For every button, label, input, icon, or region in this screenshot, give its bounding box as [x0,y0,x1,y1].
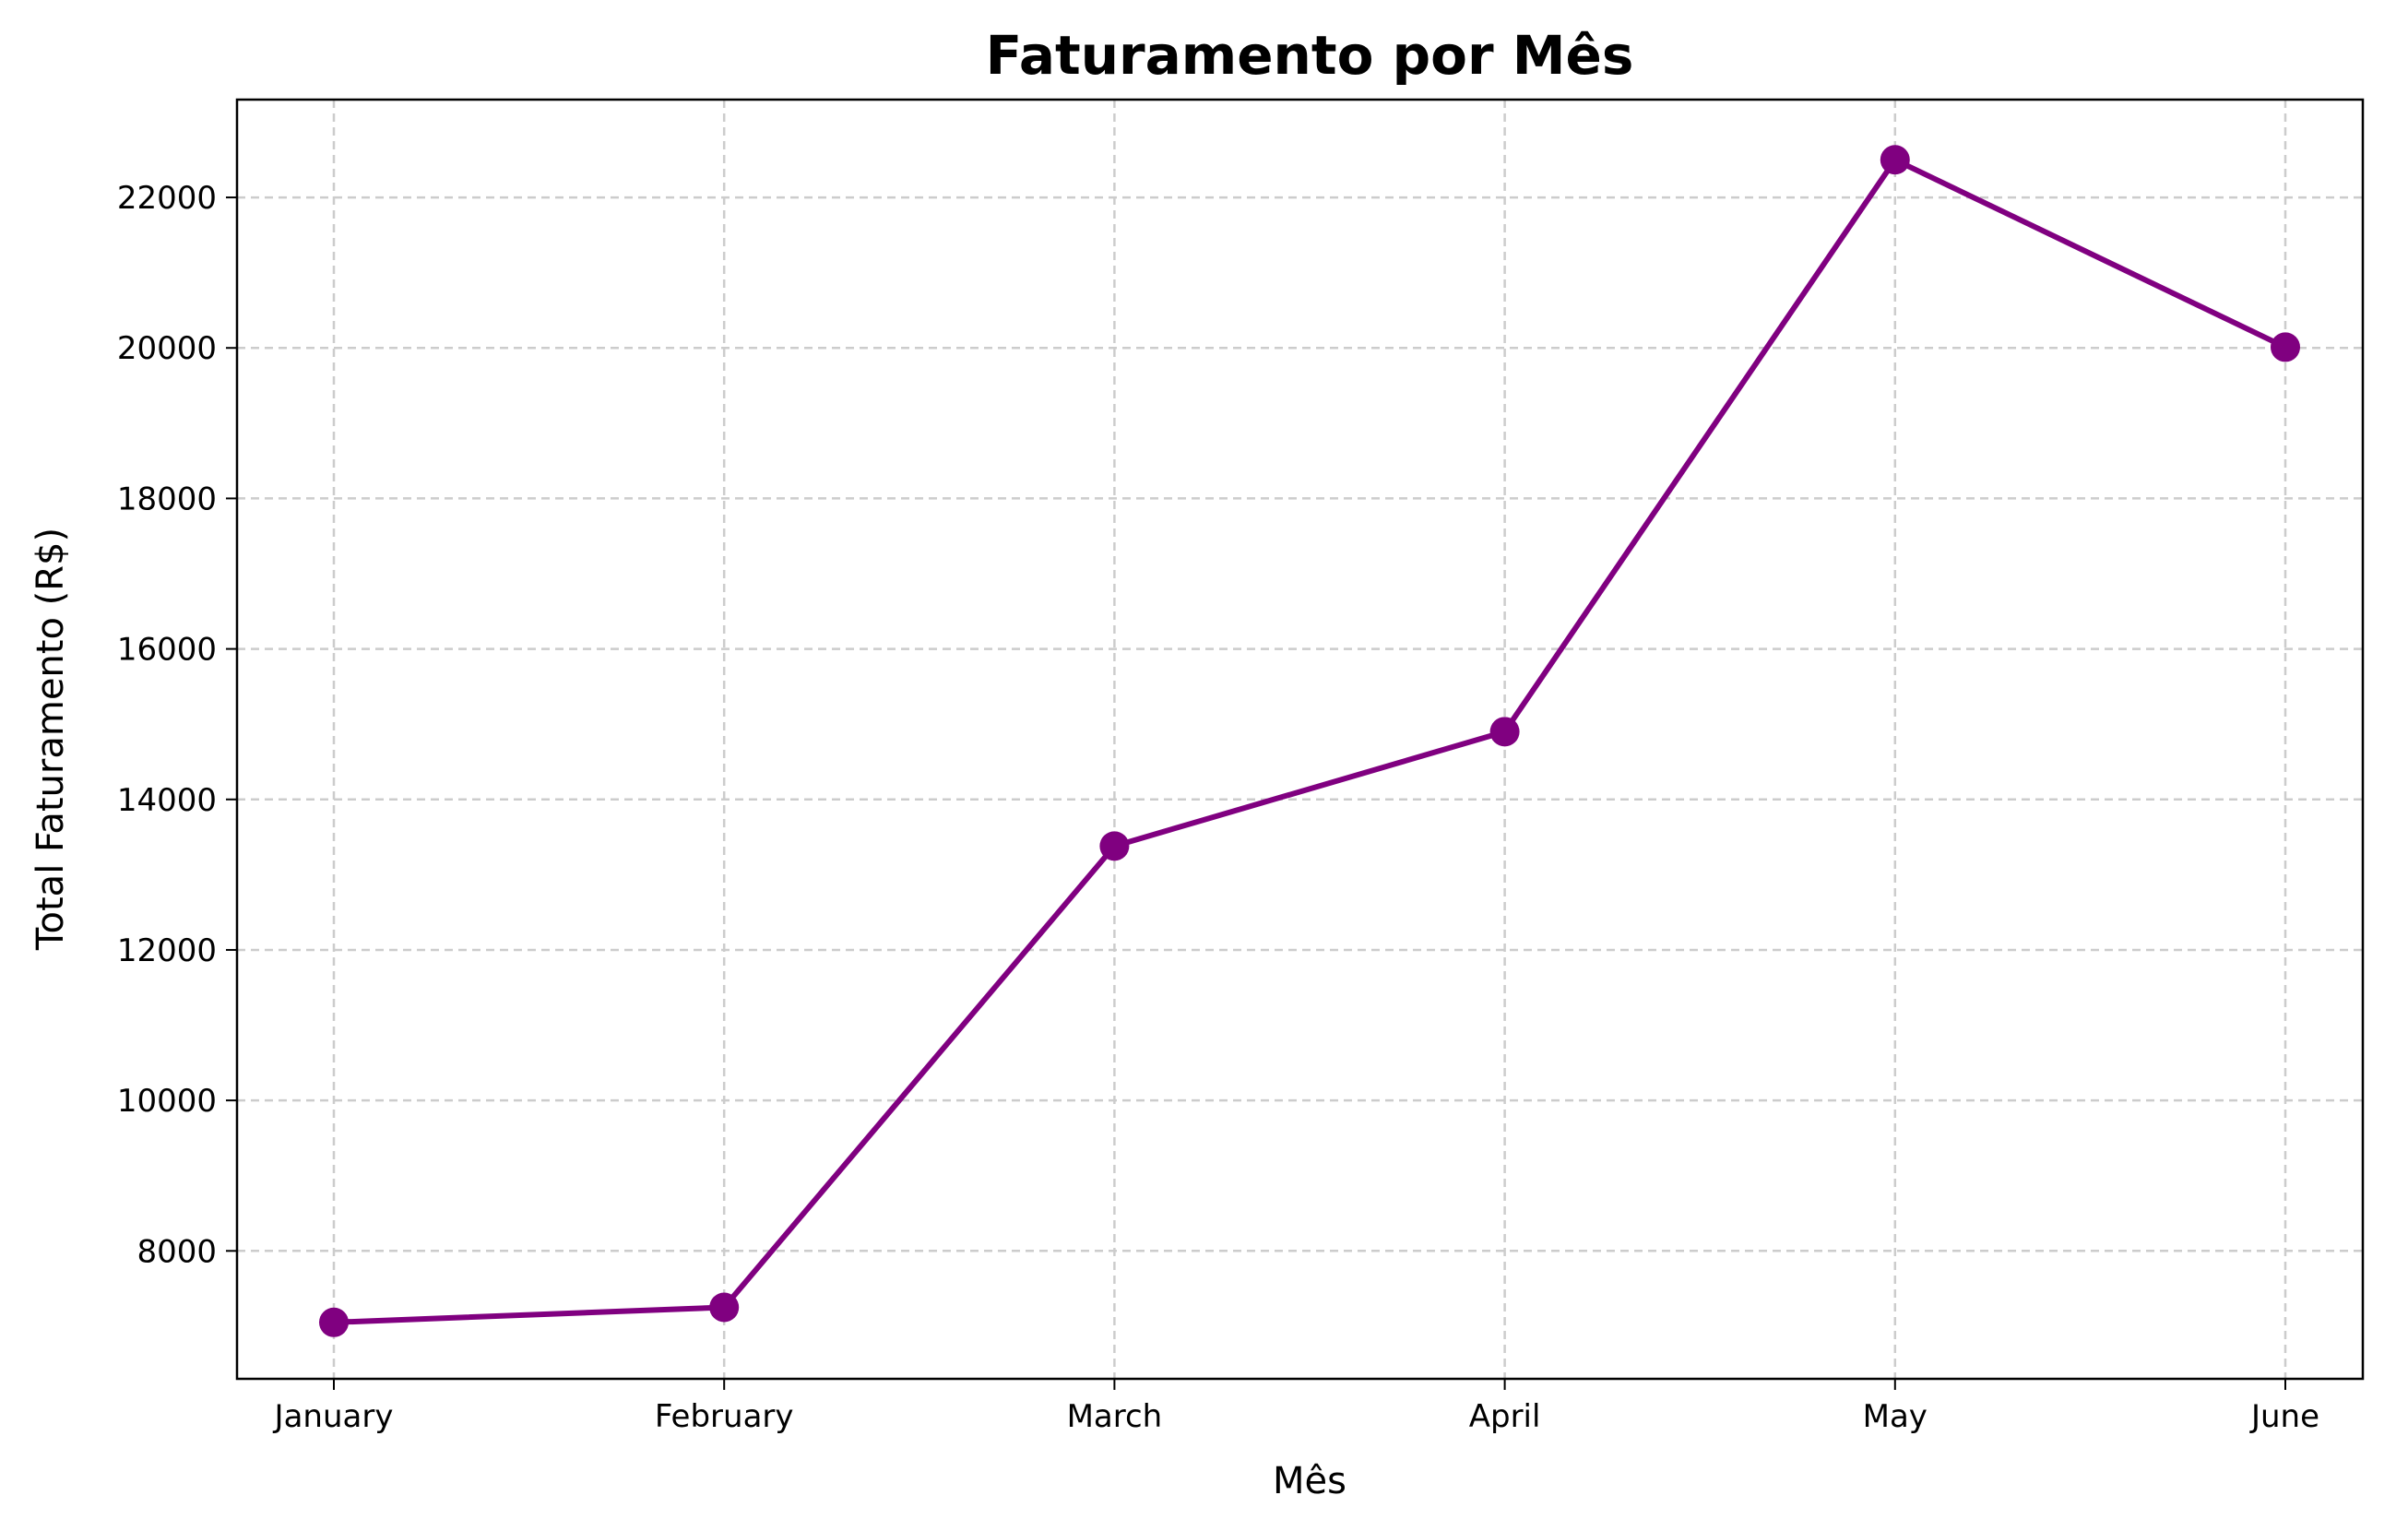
x-tick-label: March [1067,1398,1163,1435]
y-tick-label: 12000 [117,932,217,969]
x-tick-label: January [273,1398,394,1435]
y-tick-label: 20000 [117,330,217,367]
grid [237,100,2363,1379]
data-point-marker [1099,831,1130,861]
x-tick-label: May [1863,1398,1928,1435]
x-tick-label: April [1469,1398,1541,1435]
y-tick-label: 18000 [117,481,217,517]
data-point-marker [2271,332,2300,362]
axis-ticks: January February March April May June 8000 1000… [117,180,2319,1435]
y-axis-label: Total Faturamento (R$) [30,528,72,951]
plot-area-frame [235,98,2365,1381]
y-tick-label: 8000 [136,1233,217,1270]
data-point-marker [1489,717,1520,747]
data-point-marker [1880,145,1910,175]
y-tick-label: 16000 [117,632,217,669]
x-tick-label: February [655,1398,794,1435]
x-axis-label: Mês [1273,1460,1346,1502]
y-tick-label: 10000 [117,1083,217,1120]
series-layer [319,145,2300,1337]
data-point-marker [709,1292,740,1323]
series-line [331,157,2288,1325]
data-point-marker [319,1307,349,1337]
chart-title: Faturamento por Mês [986,24,1634,87]
x-tick-label: June [2249,1398,2319,1435]
y-tick-label: 22000 [117,180,217,217]
y-tick-label: 14000 [117,782,217,819]
